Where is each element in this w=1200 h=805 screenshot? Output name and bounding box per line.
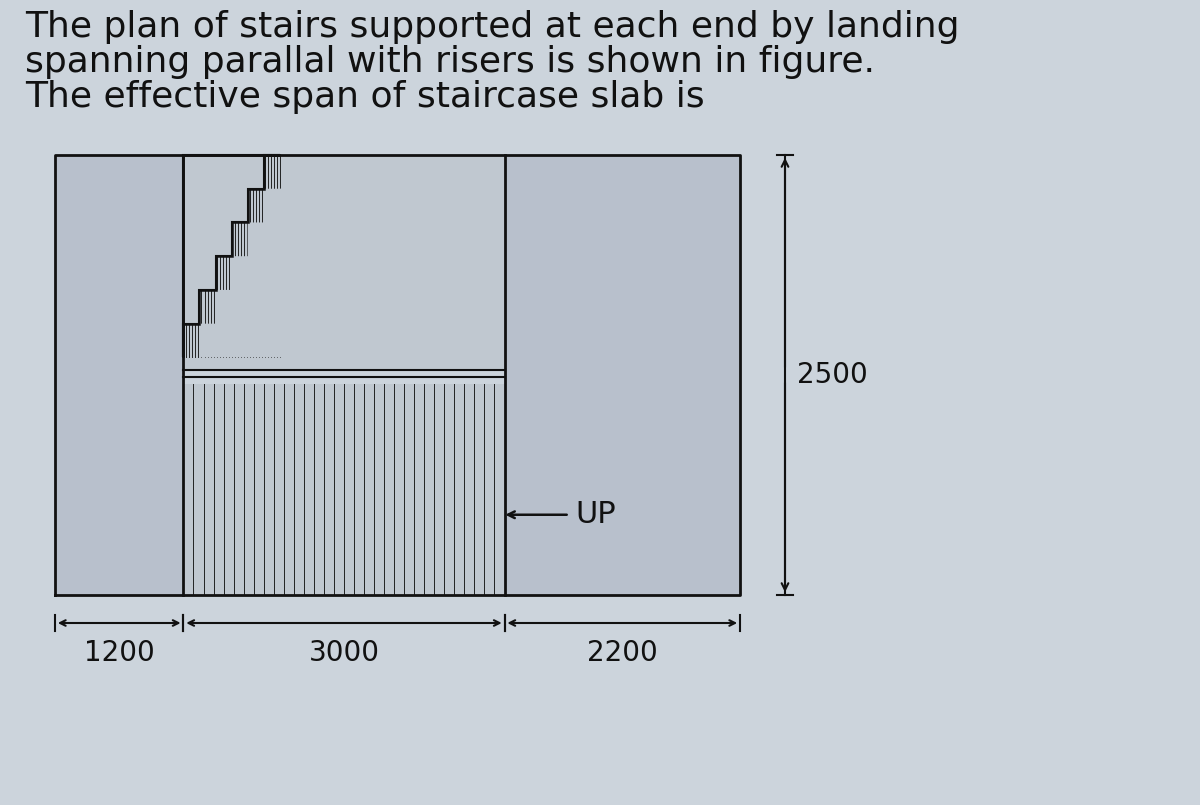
- Text: 2200: 2200: [587, 639, 658, 667]
- Text: The plan of stairs supported at each end by landing: The plan of stairs supported at each end…: [25, 10, 960, 44]
- Polygon shape: [184, 155, 280, 357]
- Text: UP: UP: [576, 500, 616, 529]
- Bar: [504, 155, 740, 595]
- Bar: [184, 155, 504, 595]
- Text: The effective span of staircase slab is: The effective span of staircase slab is: [25, 80, 704, 114]
- Polygon shape: [184, 155, 504, 357]
- Text: 1200: 1200: [84, 639, 155, 667]
- Bar: [280, 155, 504, 357]
- Text: 3000: 3000: [308, 639, 379, 667]
- Text: spanning parallal with risers is shown in figure.: spanning parallal with risers is shown i…: [25, 45, 875, 79]
- Bar: [184, 384, 504, 595]
- Bar: [55, 155, 740, 595]
- Bar: [55, 155, 184, 595]
- Bar: [182, 369, 505, 384]
- Text: 2500: 2500: [797, 361, 868, 389]
